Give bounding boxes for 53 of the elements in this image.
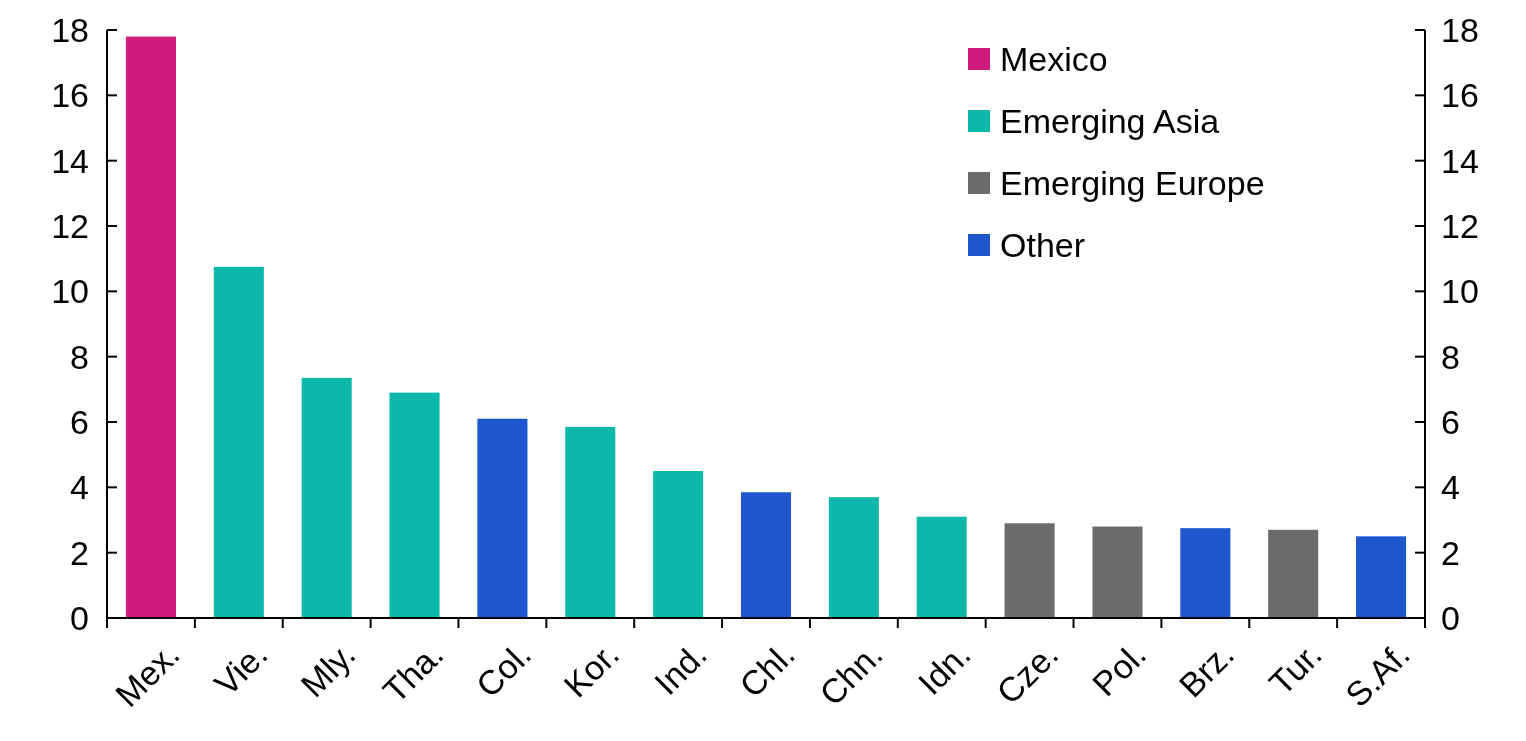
bar xyxy=(477,418,528,618)
x-tick-label: Kor. xyxy=(556,634,627,705)
y2-tick-label: 8 xyxy=(1441,337,1460,376)
x-tick-label: Vie. xyxy=(206,634,275,703)
legend-label: Mexico xyxy=(1000,39,1108,78)
x-tick-label: Chn. xyxy=(811,634,890,713)
y-tick-label: 2 xyxy=(70,533,89,572)
bar xyxy=(1268,529,1319,618)
x-tick-label: Cze. xyxy=(989,634,1066,712)
bar xyxy=(1092,526,1143,618)
x-tick-label: Idn. xyxy=(910,634,978,702)
y2-tick-label: 12 xyxy=(1441,206,1479,245)
legend-label: Emerging Europe xyxy=(1000,163,1265,202)
legend-label: Emerging Asia xyxy=(1000,101,1220,140)
bar xyxy=(301,377,352,618)
y-tick-label: 12 xyxy=(51,206,89,245)
y-tick-label: 10 xyxy=(51,272,89,311)
legend-label: Other xyxy=(1000,225,1086,264)
bar xyxy=(740,492,792,618)
x-tick-label: Tur. xyxy=(1261,634,1329,703)
x-tick-label: Mex. xyxy=(107,634,187,714)
y-tick-label: 0 xyxy=(70,598,89,637)
bar xyxy=(565,426,616,618)
bar xyxy=(213,266,264,618)
y-tick-label: 18 xyxy=(51,10,89,49)
x-tick-label: Col. xyxy=(468,634,539,705)
y-tick-label: 14 xyxy=(51,141,89,180)
x-tick-label: Tha. xyxy=(375,634,451,710)
x-tick-label: Mly. xyxy=(293,634,363,705)
y-tick-label: 8 xyxy=(70,337,89,376)
x-tick-label: Ind. xyxy=(646,634,714,702)
y2-tick-label: 18 xyxy=(1441,10,1479,49)
y2-tick-label: 10 xyxy=(1441,272,1479,311)
y-tick-label: 16 xyxy=(51,76,89,115)
y-tick-label: 4 xyxy=(70,468,89,507)
y2-tick-label: 2 xyxy=(1441,533,1460,572)
bar xyxy=(916,516,967,618)
y2-tick-label: 14 xyxy=(1441,141,1479,180)
y2-tick-label: 4 xyxy=(1441,468,1460,507)
bar xyxy=(1356,536,1407,618)
y-tick-label: 6 xyxy=(70,402,89,441)
bar xyxy=(389,392,440,618)
bar xyxy=(653,471,704,618)
x-tick-label: Pol. xyxy=(1084,634,1154,704)
y2-tick-label: 6 xyxy=(1441,402,1460,441)
bar xyxy=(828,497,879,618)
y2-tick-label: 16 xyxy=(1441,76,1479,115)
x-tick-label: Chl. xyxy=(732,634,802,705)
x-tick-label: Brz. xyxy=(1171,634,1242,705)
y2-tick-label: 0 xyxy=(1441,598,1460,637)
bar xyxy=(1180,528,1231,618)
bar xyxy=(1004,523,1055,618)
bar xyxy=(125,36,176,618)
